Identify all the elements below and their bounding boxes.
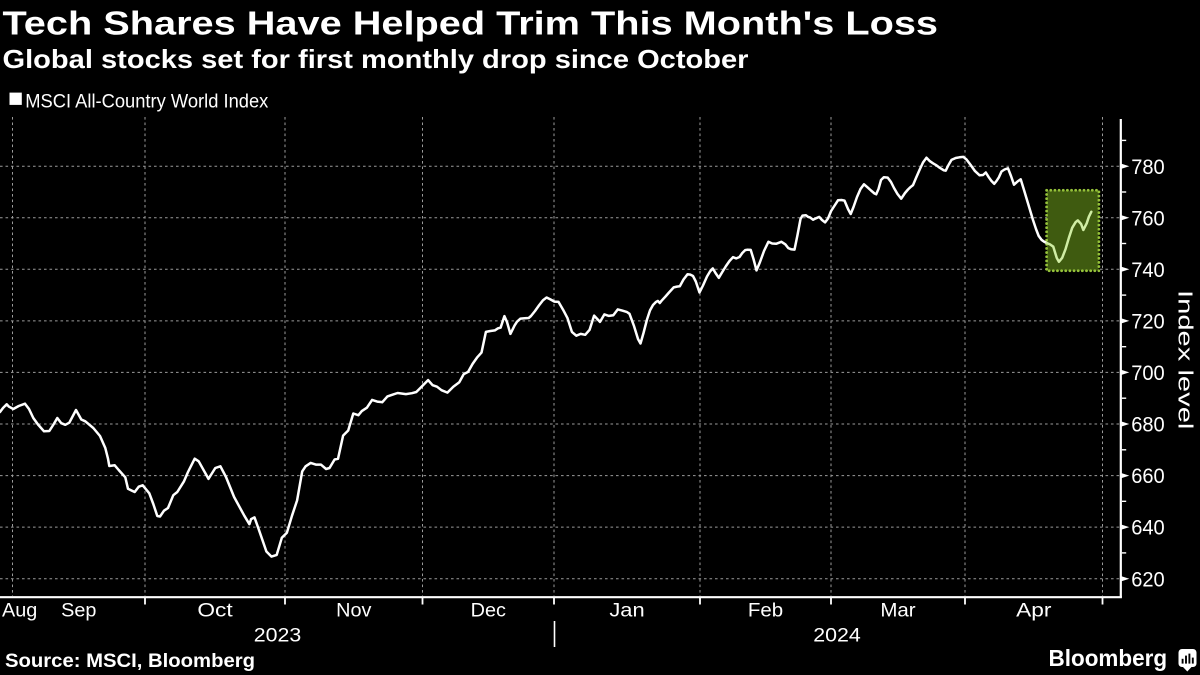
svg-text:720: 720 bbox=[1131, 311, 1165, 334]
svg-text:660: 660 bbox=[1131, 465, 1165, 488]
svg-text:Global stocks set for first mo: Global stocks set for first monthly drop… bbox=[3, 44, 749, 74]
svg-text:Sep: Sep bbox=[61, 600, 96, 622]
svg-text:640: 640 bbox=[1131, 517, 1165, 540]
svg-text:Aug: Aug bbox=[2, 600, 37, 622]
svg-text:Index level: Index level bbox=[1174, 290, 1197, 429]
svg-text:620: 620 bbox=[1131, 568, 1165, 591]
svg-text:680: 680 bbox=[1131, 414, 1165, 437]
svg-text:Apr: Apr bbox=[1016, 600, 1052, 622]
svg-text:Bloomberg: Bloomberg bbox=[1049, 645, 1168, 671]
svg-text:Source: MSCI, Bloomberg: Source: MSCI, Bloomberg bbox=[5, 651, 255, 672]
svg-text:740: 740 bbox=[1131, 259, 1165, 282]
svg-text:780: 780 bbox=[1131, 156, 1165, 179]
svg-text:760: 760 bbox=[1131, 207, 1165, 230]
svg-text:Mar: Mar bbox=[880, 600, 916, 622]
svg-text:MSCI All-Country World Index: MSCI All-Country World Index bbox=[25, 92, 268, 113]
svg-text:Tech Shares Have Helped Trim T: Tech Shares Have Helped Trim This Month'… bbox=[3, 5, 939, 42]
svg-text:Dec: Dec bbox=[471, 600, 507, 622]
svg-text:Nov: Nov bbox=[336, 600, 372, 622]
svg-text:Feb: Feb bbox=[748, 600, 783, 622]
svg-text:2023: 2023 bbox=[254, 624, 302, 646]
svg-text:Oct: Oct bbox=[197, 600, 233, 622]
svg-text:Jan: Jan bbox=[609, 600, 644, 622]
svg-text:700: 700 bbox=[1131, 362, 1165, 385]
svg-text:2024: 2024 bbox=[813, 624, 861, 646]
